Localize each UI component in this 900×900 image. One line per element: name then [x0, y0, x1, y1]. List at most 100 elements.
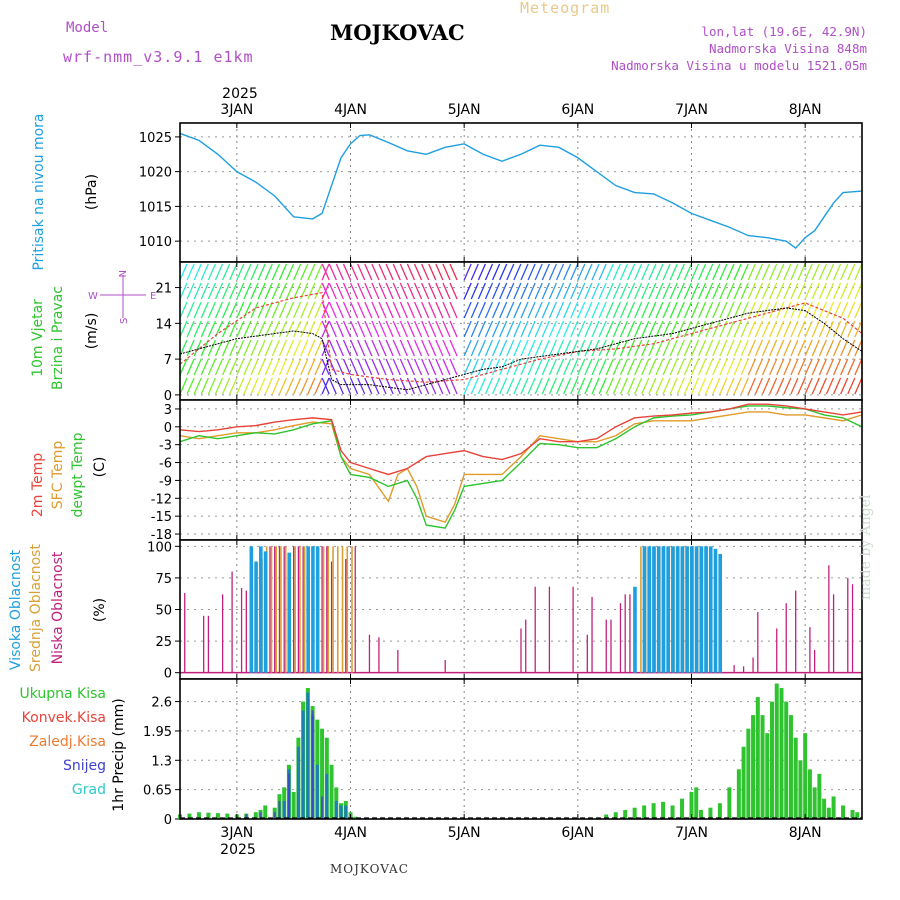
wind-barb — [548, 320, 558, 338]
wind-barb — [726, 282, 735, 300]
wind-barb — [477, 339, 486, 357]
wind-barb — [726, 339, 735, 357]
wind-barb — [797, 320, 806, 338]
wind-barb — [591, 358, 600, 376]
wind-barb — [406, 339, 416, 357]
wind-barb — [271, 301, 280, 319]
top-day-label: 6JAN — [561, 102, 594, 118]
wind-barb — [655, 358, 664, 376]
bottom-day-label: 5JAN — [448, 825, 481, 841]
wind-barb — [598, 301, 607, 319]
wind-barb — [335, 339, 344, 357]
wind-barb — [577, 282, 586, 300]
wind-barb — [506, 377, 515, 395]
wind-barb — [555, 339, 565, 357]
wind-barb — [335, 320, 344, 338]
temperature-tick-label: 0 — [164, 421, 172, 436]
wind-barb — [449, 263, 458, 281]
wind-barb — [193, 358, 202, 376]
wind-barb — [641, 282, 650, 300]
wind-barb — [442, 301, 451, 319]
wind-barb — [421, 263, 430, 281]
temp-label-2m: 2m Temp — [30, 453, 46, 517]
wind-barb — [584, 377, 593, 395]
wind-barb — [229, 377, 238, 395]
wind-barb — [527, 282, 536, 300]
wind-barb — [229, 320, 238, 338]
wind-barb — [442, 339, 451, 357]
wind-barb — [179, 358, 188, 376]
wind-barb — [584, 320, 593, 338]
wind-barb — [264, 339, 273, 357]
wind-barb — [776, 263, 785, 281]
precip-unit: 1hr Precip (mm) — [111, 698, 127, 811]
wind-barb — [612, 301, 621, 319]
wind-barb — [818, 282, 827, 300]
high-cloud-bar — [680, 546, 685, 673]
wind-barb — [257, 263, 266, 281]
wind-barb — [271, 282, 280, 300]
wind-barb — [669, 377, 678, 395]
wind-barb — [442, 358, 451, 376]
wind-barb — [818, 358, 827, 376]
pressure-line — [179, 132, 863, 250]
wind-barb — [335, 263, 344, 281]
top-year-label: 2025 — [222, 86, 258, 102]
wind-barb — [200, 377, 209, 395]
wind-barb — [825, 320, 835, 338]
wind-barb — [399, 301, 408, 319]
wind-barb — [619, 377, 629, 395]
wind-barb — [783, 301, 792, 319]
wind-panel-bg — [180, 262, 862, 400]
wind-barb — [804, 339, 813, 357]
wind-barb — [683, 358, 692, 376]
wind-barb — [655, 377, 664, 395]
wind-barb — [563, 282, 572, 300]
wind-barb — [179, 377, 188, 395]
wind-barb — [641, 377, 650, 395]
wind-barb — [278, 339, 288, 357]
wind-barb — [840, 377, 849, 395]
wind-barb — [804, 263, 813, 281]
total-precip-bar — [760, 715, 765, 819]
wind-barb — [733, 301, 742, 319]
wind-barb — [385, 263, 394, 281]
wind-barb — [435, 263, 444, 281]
temperature-tick-label: 3 — [164, 403, 172, 418]
wind-barb — [428, 320, 437, 338]
wind-barb — [378, 320, 387, 338]
wind-barb — [840, 320, 849, 338]
wind-barb — [690, 320, 700, 338]
pressure-tick-label: 1020 — [139, 166, 172, 181]
wind-barb — [733, 377, 742, 395]
wind-barb — [236, 339, 245, 357]
wind-gust-line — [179, 291, 863, 383]
wind-barb — [726, 301, 735, 319]
wind-tick-label: 21 — [155, 282, 172, 297]
wind-barb — [726, 263, 735, 281]
wind-barb — [605, 377, 614, 395]
total-precip-bar — [850, 809, 855, 819]
wind-barb — [705, 377, 714, 395]
wind-barb — [421, 282, 430, 300]
wind-barb — [314, 320, 323, 338]
temperature-tick-label: -18 — [151, 528, 172, 543]
wind-barb — [769, 320, 778, 338]
wind-barb — [840, 301, 849, 319]
wind-barb — [676, 301, 685, 319]
wind-barb — [790, 358, 799, 376]
wind-barb — [634, 377, 643, 395]
pressure-tick-label: 1025 — [139, 131, 172, 146]
wind-barb — [698, 282, 707, 300]
wind-barb — [491, 320, 501, 338]
wind-barb — [406, 320, 416, 338]
wind-barb — [797, 263, 806, 281]
wind-barb — [499, 301, 508, 319]
temperature-tick-label: -6 — [159, 457, 172, 472]
wind-barb — [690, 301, 700, 319]
wind-barb — [413, 377, 423, 395]
wind-tick-label: 0 — [164, 389, 172, 404]
temperature-tick-label: -12 — [151, 492, 172, 507]
wind-barb — [832, 282, 842, 300]
wind-barb — [662, 301, 671, 319]
